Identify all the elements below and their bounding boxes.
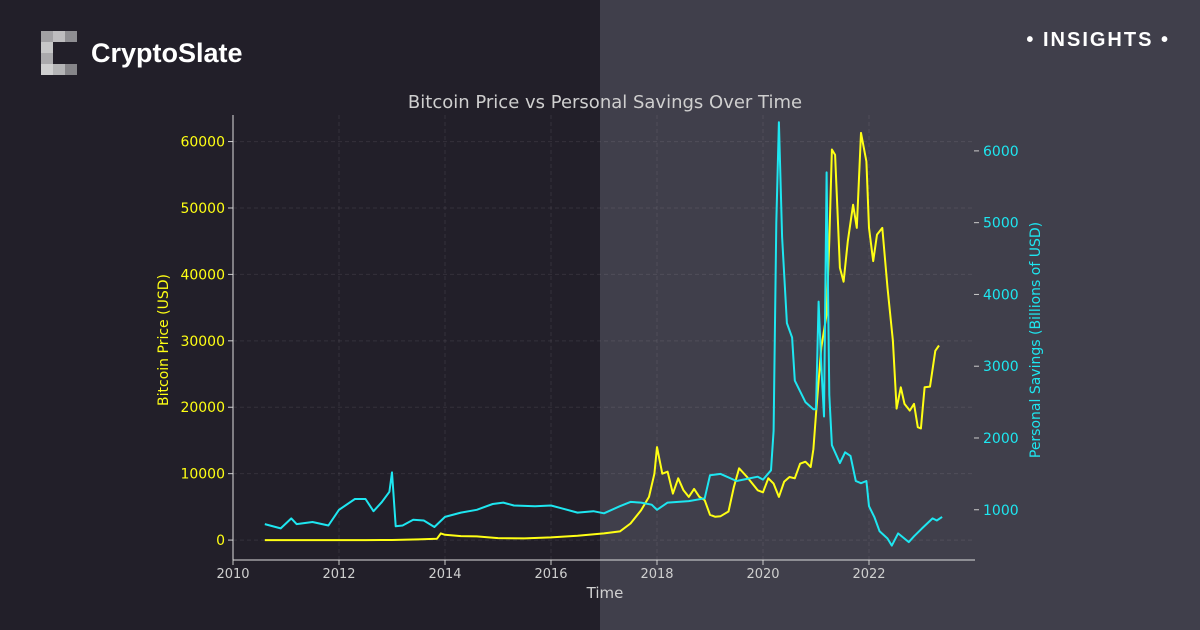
brand-logo: CryptoSlate bbox=[41, 31, 243, 75]
y-tick-label-left: 30000 bbox=[180, 334, 225, 350]
background-right-panel bbox=[600, 0, 1200, 630]
y-axis-label-left: Bitcoin Price (USD) bbox=[156, 274, 172, 406]
brand-name: CryptoSlate bbox=[91, 37, 243, 68]
background-left-panel bbox=[0, 0, 600, 630]
y-tick-label-right: 3000 bbox=[983, 359, 1019, 375]
y-tick-label-left: 40000 bbox=[180, 267, 225, 283]
bitcoin-price-line bbox=[264, 131, 940, 542]
y-tick-label-left: 60000 bbox=[180, 135, 225, 151]
x-tick-label: 2022 bbox=[852, 567, 885, 582]
y-tick-label-right: 1000 bbox=[983, 503, 1019, 519]
y-tick-label-right: 2000 bbox=[983, 431, 1019, 447]
x-tick-label: 2016 bbox=[534, 567, 567, 582]
y-tick-label-left: 0 bbox=[216, 533, 225, 549]
chart-title: Bitcoin Price vs Personal Savings Over T… bbox=[408, 92, 802, 113]
cryptoslate-logo-icon bbox=[41, 31, 77, 75]
x-tick-label: 2018 bbox=[640, 567, 673, 582]
x-tick-label: 2012 bbox=[322, 567, 355, 582]
x-tick-label: 2020 bbox=[746, 567, 779, 582]
y-tick-label-right: 5000 bbox=[983, 216, 1019, 232]
x-tick-label: 2014 bbox=[428, 567, 461, 582]
y-tick-label-right: 4000 bbox=[983, 287, 1019, 303]
y-axis-label-right: Personal Savings (Billions of USD) bbox=[1028, 222, 1044, 458]
y-tick-label-left: 20000 bbox=[180, 400, 225, 416]
x-tick-label: 2010 bbox=[216, 567, 249, 582]
y-tick-label-left: 50000 bbox=[180, 201, 225, 217]
y-tick-label-right: 6000 bbox=[983, 144, 1019, 160]
x-axis-label: Time bbox=[586, 584, 624, 602]
y-tick-label-left: 10000 bbox=[180, 467, 225, 483]
personal-savings-line bbox=[264, 121, 943, 547]
insights-badge: • INSIGHTS • bbox=[1026, 29, 1170, 51]
